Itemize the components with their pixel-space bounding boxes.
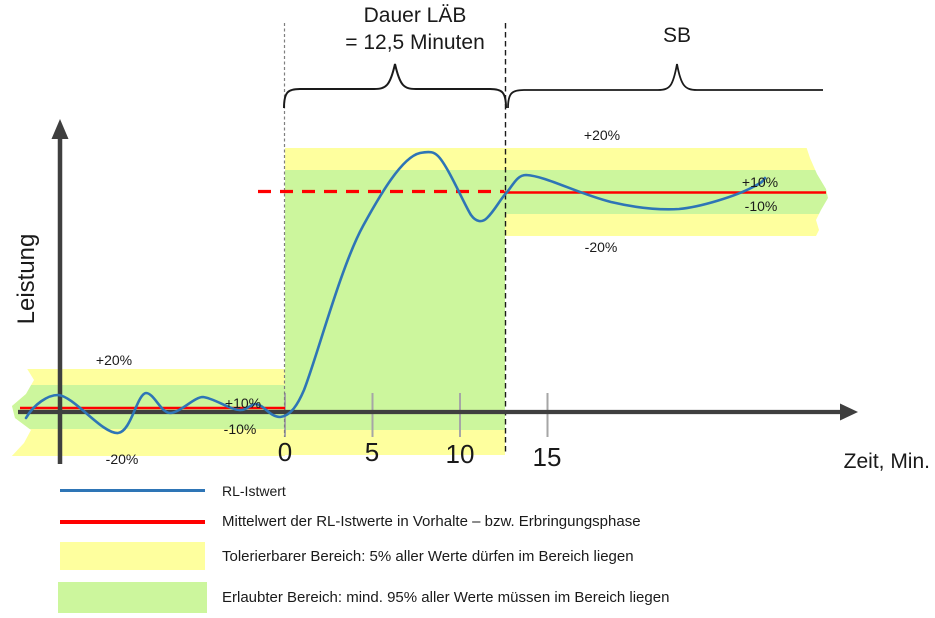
legend-red-line-swatch	[60, 520, 205, 524]
rl-istwert-curve	[24, 150, 767, 435]
legend-label-rl-istwert: RL-Istwert	[222, 483, 286, 499]
tick-label-5: 5	[364, 437, 380, 467]
x-axis	[18, 403, 858, 421]
chart-title-line1: Dauer LÄB	[363, 4, 467, 27]
left-minus20-label: -20%	[105, 451, 139, 467]
sb-phase-brace	[507, 63, 823, 109]
y-axis-arrowhead	[51, 119, 69, 139]
tick-label-0: 0	[277, 437, 293, 467]
sb-phase-label: SB	[662, 24, 691, 47]
chart-title: Dauer LÄB = 12,5 Minuten	[300, 2, 530, 56]
laeb-lower-yellow-strip	[285, 430, 505, 455]
chart-title-line2: = 12,5 Minuten	[345, 31, 485, 54]
right-plus20-label: +20%	[583, 127, 621, 143]
tick-label-10: 10	[445, 439, 475, 469]
upper-yellow-strip	[285, 148, 828, 170]
left-minus10-label: -10%	[223, 421, 257, 437]
tick-label-15: 15	[532, 442, 562, 472]
left-plus10-label: +10%	[224, 395, 262, 411]
right-minus20-label: -20%	[584, 239, 618, 255]
legend-label-mittelwert: Mittelwert der RL-Istwerte in Vorhalte –…	[222, 513, 641, 530]
laeb-green-column	[285, 170, 505, 430]
legend-yellow-swatch	[60, 542, 205, 570]
x-axis-title: Zeit, Min.	[843, 450, 930, 473]
sb-lower-yellow-strip	[505, 214, 828, 236]
right-plus10-label: +10%	[741, 174, 779, 190]
y-axis-title: Leistung	[13, 233, 40, 325]
legend-label-tolerierbar: Tolerierbarer Bereich: 5% aller Werte dü…	[222, 548, 634, 565]
legend-label-erlaubt: Erlaubter Bereich: mind. 95% aller Werte…	[222, 589, 670, 606]
legend-green-swatch	[58, 582, 207, 613]
y-axis	[51, 119, 69, 464]
right-minus10-label: -10%	[744, 198, 778, 214]
laeb-duration-brace	[283, 63, 507, 109]
legend-blue-line-swatch	[60, 489, 205, 492]
left-plus20-label: +20%	[95, 352, 133, 368]
x-axis-arrowhead	[840, 403, 858, 421]
